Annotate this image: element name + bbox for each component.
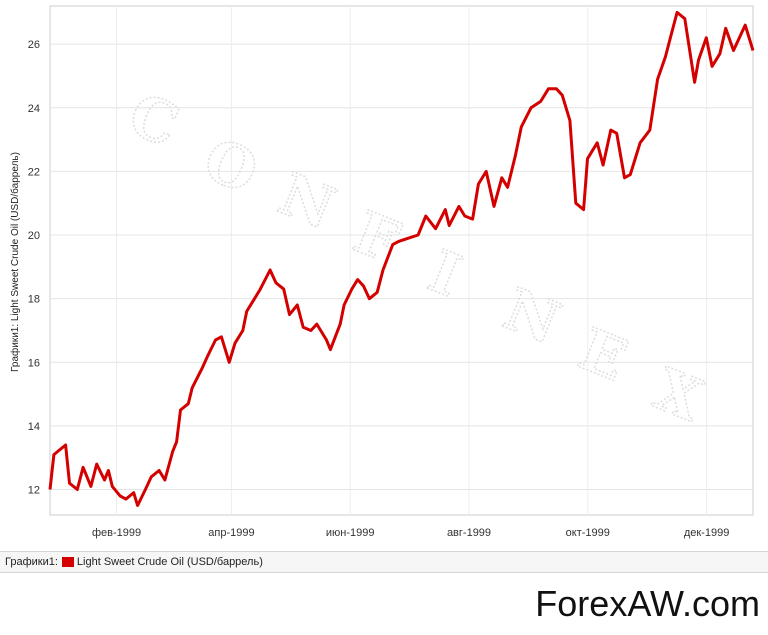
series-line-light-sweet-crude-oil (48, 10, 755, 507)
y-tick-label: 22 (28, 166, 40, 178)
y-tick-label: 18 (28, 294, 40, 306)
legend-series-label: Light Sweet Crude Oil (USD/баррель) (76, 556, 263, 568)
legend-prefix: Графики1: (5, 556, 58, 568)
plot-background (49, 5, 754, 516)
y-tick-label: 16 (28, 357, 40, 369)
y-tick-label: 26 (28, 39, 40, 51)
x-tick-label: дек-1999 (684, 527, 729, 539)
x-tick-label: авг-1999 (447, 527, 491, 539)
x-tick-label: фев-1999 (92, 527, 141, 539)
y-axis-ticks: 12 14 16 18 20 22 24 26 (28, 39, 40, 496)
x-tick-label: июн-1999 (326, 527, 375, 539)
y-axis-title: Графики1: Light Sweet Crude Oil (USD/бар… (9, 152, 21, 372)
y-tick-label: 20 (28, 230, 40, 242)
legend: Графики1: Light Sweet Crude Oil (USD/бар… (0, 551, 768, 573)
forexaw-watermark: ForexAW.com (535, 583, 760, 624)
x-tick-label: окт-1999 (566, 527, 610, 539)
y-tick-label: 14 (28, 421, 40, 433)
y-tick-label: 12 (28, 485, 40, 497)
x-axis-ticks: фев-1999 апр-1999 июн-1999 авг-1999 окт-1999… (92, 527, 729, 539)
legend-swatch (61, 557, 74, 567)
x-tick-label: апр-1999 (208, 527, 254, 539)
gridlines (50, 6, 753, 515)
y-tick-label: 24 (28, 103, 40, 115)
